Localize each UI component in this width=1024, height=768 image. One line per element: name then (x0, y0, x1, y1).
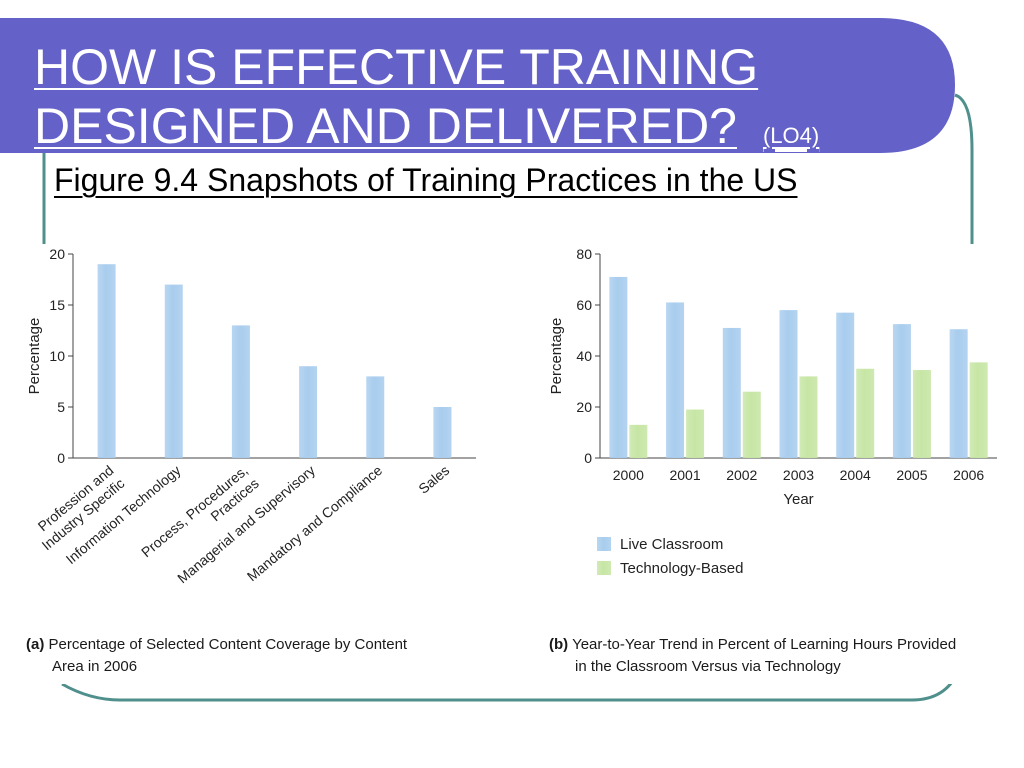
caption-b-line1: Year-to-Year Trend in Percent of Learnin… (572, 636, 957, 653)
caption-b-line2: in the Classroom Versus via Technology (575, 658, 841, 675)
chart-a-bar (97, 264, 116, 458)
chart-b-legend-label: Live Classroom (620, 536, 723, 553)
chart-b-x-tick-label: 2003 (783, 467, 814, 483)
chart-b-legend-swatch (597, 561, 611, 575)
chart-a-bar (299, 366, 318, 458)
chart-b-bar-technology-based (686, 409, 705, 458)
caption-a-line1: Percentage of Selected Content Coverage … (48, 636, 408, 653)
chart-b-y-axis-label: Percentage (548, 318, 565, 395)
chart-a-y-tick-label: 0 (57, 450, 65, 466)
chart-b-bar-live-classroom (666, 302, 685, 458)
chart-a-y-tick-label: 15 (49, 297, 65, 313)
chart-a-y-tick-label: 20 (49, 246, 65, 262)
chart-a-y-axis-label: Percentage (26, 318, 43, 395)
chart-b-x-tick-label: 2000 (613, 467, 644, 483)
chart-b-bar-live-classroom (949, 329, 968, 458)
chart-b-bar-technology-based (912, 370, 931, 458)
title-bar: HOW IS EFFECTIVE TRAINING DESIGNED AND D… (0, 18, 955, 154)
caption-a: (a) Percentage of Selected Content Cover… (26, 634, 496, 678)
caption-b-label: (b) (549, 636, 569, 653)
chart-b-bar-live-classroom (722, 327, 741, 458)
chart-a-bar (164, 284, 183, 458)
chart-a-y-tick-label: 10 (49, 348, 65, 364)
chart-b-bar-technology-based (742, 391, 761, 458)
caption-a-label: (a) (26, 636, 45, 653)
chart-b-bar-live-classroom (892, 324, 911, 458)
chart-a-y-tick-label: 5 (57, 399, 65, 415)
chart-b-bar-technology-based (969, 362, 988, 458)
chart-b-bar-live-classroom (609, 276, 628, 458)
chart-a-bar (366, 376, 385, 458)
chart-b-x-axis-label: Year (783, 491, 813, 508)
figure-title: Figure 9.4 Snapshots of Training Practic… (54, 162, 798, 198)
caption-b: (b) Year-to-Year Trend in Percent of Lea… (549, 634, 1019, 678)
chart-b-bar-technology-based (856, 368, 875, 458)
chart-b-y-tick-label: 60 (576, 297, 592, 313)
slide-title-line-2-text: DESIGNED AND DELIVERED? (34, 98, 737, 154)
chart-b-y-tick-label: 80 (576, 246, 592, 262)
chart-b-bar-live-classroom (836, 312, 855, 458)
chart-a-bar (433, 407, 452, 458)
learning-objective-tag: (LO4) (762, 123, 820, 148)
chart-b-bar-technology-based (629, 424, 648, 458)
chart-b-legend-swatch (597, 537, 611, 551)
slide-title-line-1: HOW IS EFFECTIVE TRAINING (34, 39, 759, 95)
chart-b-bar-live-classroom (779, 310, 798, 458)
caption-a-line2: Area in 2006 (52, 658, 138, 675)
chart-b-x-tick-label: 2004 (840, 467, 871, 483)
chart-b-x-tick-label: 2002 (726, 467, 757, 483)
chart-b-bar-technology-based (799, 376, 818, 458)
chart-b-x-tick-label: 2005 (896, 467, 927, 483)
chart-b-x-tick-label: 2001 (669, 467, 700, 483)
chart-b-y-tick-label: 20 (576, 399, 592, 415)
slide-title-line-2: DESIGNED AND DELIVERED? (LO4) (34, 97, 819, 165)
chart-b-legend-label: Technology-Based (620, 560, 743, 577)
chart-b-y-tick-label: 0 (584, 450, 592, 466)
chart-b-x-tick-label: 2006 (953, 467, 984, 483)
chart-a-bar (231, 325, 250, 458)
chart-b-y-tick-label: 40 (576, 348, 592, 364)
